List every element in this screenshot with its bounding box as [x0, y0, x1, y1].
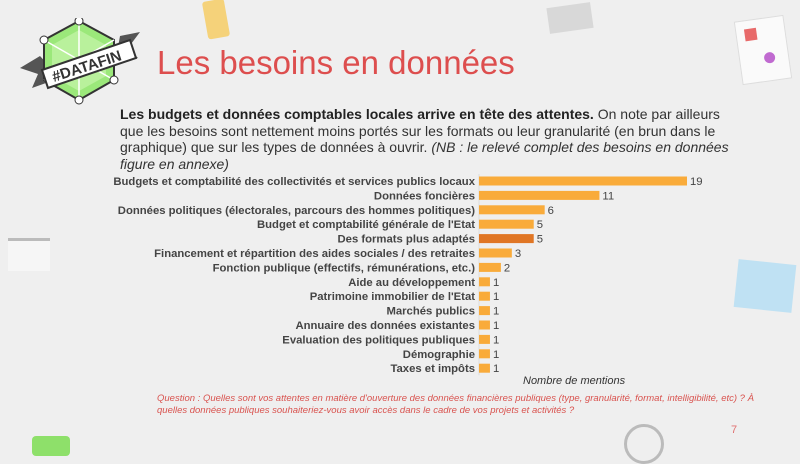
category-label: Aide au développement — [348, 277, 475, 289]
intro-bold: Les budgets et données comptables locale… — [120, 106, 594, 122]
intro-note: (NB : le relevé complet des besoins en d… — [120, 139, 729, 172]
page-number: 7 — [731, 424, 738, 436]
bar — [479, 334, 490, 344]
document-illustration — [8, 238, 50, 271]
value-label: 5 — [537, 219, 543, 231]
category-label: Taxes et impôts — [390, 363, 475, 375]
value-label: 1 — [493, 349, 499, 361]
value-label: 1 — [493, 291, 499, 303]
value-label: 11 — [602, 190, 614, 202]
x-axis-label: Nombre de mentions — [523, 375, 626, 387]
value-label: 1 — [493, 334, 499, 346]
category-label: Fonction publique (effectifs, rémunérati… — [213, 262, 476, 274]
bar — [479, 320, 490, 330]
value-label: 19 — [690, 176, 703, 188]
bar-chart: Budgets et comptabilité des collectivité… — [113, 174, 703, 376]
category-label: Budgets et comptabilité des collectivité… — [113, 176, 475, 188]
datafin-logo: #DATAFIN — [20, 18, 140, 105]
bar — [479, 190, 600, 200]
value-label: 2 — [504, 262, 510, 274]
category-label: Démographie — [403, 349, 475, 361]
category-label: Des formats plus adaptés — [338, 234, 476, 246]
value-label: 3 — [515, 248, 521, 260]
bar — [479, 277, 490, 287]
category-label: Patrimoine immobilier de l'Etat — [310, 291, 476, 303]
category-label: Marchés publics — [386, 306, 475, 318]
bar — [479, 248, 512, 258]
category-label: Financement et répartition des aides soc… — [154, 248, 475, 260]
value-label: 1 — [493, 320, 499, 332]
intro-text: Les budgets et données comptables locale… — [120, 106, 740, 172]
bar — [479, 306, 490, 316]
bar — [479, 363, 490, 373]
value-label: 1 — [493, 306, 499, 318]
bar — [479, 262, 501, 272]
value-label: 6 — [548, 205, 554, 217]
bar — [479, 349, 490, 359]
category-label: Données foncières — [374, 190, 475, 202]
bar — [479, 205, 545, 215]
bar — [479, 176, 687, 186]
bar — [479, 234, 534, 244]
bar — [479, 219, 534, 229]
category-label: Données politiques (électorales, parcour… — [118, 205, 475, 217]
category-label: Budget et comptabilité générale de l'Eta… — [257, 219, 475, 231]
category-label: Evaluation des politiques publiques — [282, 334, 475, 346]
value-label: 1 — [493, 363, 499, 375]
page-title: Les besoins en données — [157, 44, 515, 81]
bar — [479, 291, 490, 301]
intro-normal: On note par ailleurs que les besoins son… — [120, 106, 720, 155]
value-label: 5 — [537, 234, 543, 246]
survey-question: Question : Quelles sont vos attentes en … — [157, 393, 754, 416]
category-label: Annuaire des données existantes — [295, 320, 475, 332]
value-label: 1 — [493, 277, 499, 289]
